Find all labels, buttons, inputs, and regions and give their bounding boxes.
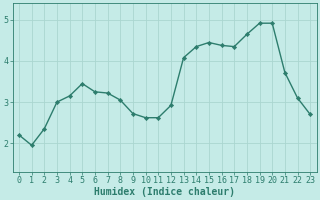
X-axis label: Humidex (Indice chaleur): Humidex (Indice chaleur) [94,186,235,197]
